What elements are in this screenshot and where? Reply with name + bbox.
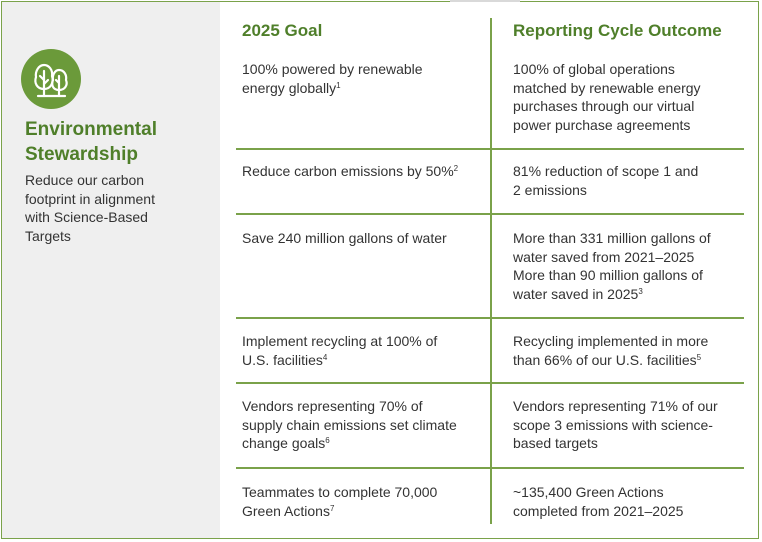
cell-text: Reduce carbon emissions by 50% bbox=[242, 163, 454, 179]
goal-column-header: 2025 Goal bbox=[242, 21, 323, 40]
cell-text: matched by renewable energy bbox=[513, 79, 701, 96]
cell-text-line: water saved in 20253 bbox=[513, 285, 745, 304]
section-title: Environmental Stewardship bbox=[25, 117, 215, 167]
cell-text-line: ~135,400 Green Actions bbox=[513, 483, 745, 502]
cell-text-line: 81% reduction of scope 1 and bbox=[513, 162, 745, 181]
cell-text-line: water saved from 2021–2025 bbox=[513, 248, 745, 267]
cell-text: More than 90 million gallons of bbox=[513, 267, 703, 284]
cell-text: 100% of global operations bbox=[513, 61, 675, 77]
cell-text-line: than 66% of our U.S. facilities5 bbox=[513, 351, 745, 370]
cell-text: completed from 2021–2025 bbox=[513, 502, 684, 519]
cell-text: Vendors representing 71% of our bbox=[513, 398, 718, 414]
cell-text-line: Recycling implemented in more bbox=[513, 332, 745, 351]
row-divider bbox=[236, 467, 744, 469]
footnote-marker: 2 bbox=[453, 164, 459, 173]
row-divider bbox=[236, 382, 744, 384]
section-description-line: with Science-Based bbox=[25, 209, 148, 225]
cell-text: More than 331 million gallons of bbox=[513, 230, 711, 246]
row-divider bbox=[236, 148, 744, 150]
row-divider bbox=[236, 317, 744, 319]
cell-text-line: 100% powered by renewable bbox=[242, 60, 478, 79]
goal-cell: Implement recycling at 100% of U.S. facil… bbox=[242, 332, 478, 369]
cell-text: supply chain emissions set climate bbox=[242, 416, 457, 433]
cell-text-line: completed from 2021–2025 bbox=[513, 502, 745, 521]
cell-text-line: More than 331 million gallons of bbox=[513, 229, 745, 248]
cell-text: scope 3 emissions with science- bbox=[513, 416, 713, 433]
footnote-marker: 3 bbox=[638, 286, 643, 296]
cell-text-line: matched by renewable energy bbox=[513, 79, 745, 98]
cell-text-line: scope 3 emissions with science- bbox=[513, 416, 745, 435]
cell-text: based targets bbox=[513, 435, 598, 452]
cell-text: purchases through our virtual bbox=[513, 98, 695, 115]
cell-text-line: Implement recycling at 100% of bbox=[242, 332, 478, 351]
cell-text-line: supply chain emissions set climate bbox=[242, 416, 478, 435]
cell-text: Save 240 million gallons of water bbox=[242, 230, 447, 246]
sidebar-panel: Environmental Stewardship Reduce our car… bbox=[2, 2, 220, 538]
cell-text-line: Vendors representing 70% of bbox=[242, 397, 478, 416]
outcome-cell: 81% reduction of scope 1 and 2 emissions bbox=[513, 162, 745, 199]
cell-text: water saved from 2021–2025 bbox=[513, 248, 695, 265]
cell-text: ~135,400 Green Actions bbox=[513, 484, 664, 500]
section-description-line: Targets bbox=[25, 227, 71, 244]
footnote-marker: 1 bbox=[336, 80, 341, 90]
footnote-marker: 7 bbox=[329, 503, 335, 513]
cell-text: 100% powered by renewable bbox=[242, 61, 423, 77]
top-edge-mark bbox=[450, 0, 520, 2]
outcome-cell: ~135,400 Green Actions completed from 202… bbox=[513, 483, 745, 520]
tree-badge bbox=[21, 49, 81, 109]
column-divider bbox=[490, 18, 492, 524]
goal-cell: Save 240 million gallons of water bbox=[242, 229, 478, 248]
cell-text: 81% reduction of scope 1 and bbox=[513, 163, 699, 179]
outcome-cell: More than 331 million gallons of water sa… bbox=[513, 229, 745, 303]
tree-icon bbox=[34, 63, 68, 98]
cell-text: than 66% of our U.S. facilities bbox=[513, 351, 697, 368]
cell-text-line: More than 90 million gallons of bbox=[513, 266, 745, 285]
cell-text-line: 100% of global operations bbox=[513, 60, 745, 79]
cell-text-line: purchases through our virtual bbox=[513, 97, 745, 116]
section-title-line: Environmental bbox=[25, 119, 157, 140]
cell-text: change goals bbox=[242, 435, 326, 452]
cell-text-line: based targets bbox=[513, 434, 745, 453]
cell-text-line: U.S. facilities4 bbox=[242, 351, 478, 370]
cell-text: Vendors representing 70% of bbox=[242, 398, 423, 414]
cell-text-line: 2 emissions bbox=[513, 181, 745, 200]
cell-text: Recycling implemented in more bbox=[513, 333, 709, 349]
cell-text-line: power purchase agreements bbox=[513, 116, 745, 135]
goal-cell: 100% powered by renewable energy globally… bbox=[242, 60, 478, 97]
cell-text-line: energy globally1 bbox=[242, 79, 478, 98]
cell-text: energy globally bbox=[242, 79, 337, 96]
footnote-marker: 6 bbox=[325, 436, 330, 446]
outcome-column-header: Reporting Cycle Outcome bbox=[513, 21, 722, 40]
footnote-marker: 4 bbox=[322, 352, 328, 362]
cell-text-line: Teammates to complete 70,000 bbox=[242, 483, 478, 502]
section-title-line: Stewardship bbox=[25, 144, 138, 165]
cell-text-line: Save 240 million gallons of water bbox=[242, 229, 478, 248]
goal-cell: Reduce carbon emissions by 50%2 bbox=[242, 162, 478, 181]
outcome-cell: Recycling implemented in more than 66% of… bbox=[513, 332, 745, 369]
section-description-line: Reduce our carbon bbox=[25, 172, 145, 188]
cell-text: power purchase agreements bbox=[513, 116, 691, 133]
cell-text-line: Reduce carbon emissions by 50%2 bbox=[242, 162, 478, 181]
footnote-marker: 5 bbox=[696, 352, 702, 362]
section-description: Reduce our carbon footprint in alignment… bbox=[25, 171, 215, 245]
cell-text-line: change goals6 bbox=[242, 434, 478, 453]
goal-cell: Teammates to complete 70,000 Green Action… bbox=[242, 483, 478, 520]
cell-text: Green Actions bbox=[242, 502, 330, 519]
section-description-line: footprint in alignment bbox=[25, 190, 155, 207]
outcome-cell: Vendors representing 71% of our scope 3 e… bbox=[513, 397, 745, 453]
row-divider bbox=[236, 213, 744, 215]
cell-text: Implement recycling at 100% of bbox=[242, 333, 438, 349]
cell-text: U.S. facilities bbox=[242, 351, 323, 368]
cell-text-line: Green Actions7 bbox=[242, 502, 478, 521]
cell-text: water saved in 2025 bbox=[513, 285, 639, 302]
cell-text-line: Vendors representing 71% of our bbox=[513, 397, 745, 416]
cell-text: 2 emissions bbox=[513, 181, 587, 198]
cell-text: Teammates to complete 70,000 bbox=[242, 484, 438, 500]
outcome-cell: 100% of global operations matched by rene… bbox=[513, 60, 745, 134]
goal-cell: Vendors representing 70% of supply chain … bbox=[242, 397, 478, 453]
